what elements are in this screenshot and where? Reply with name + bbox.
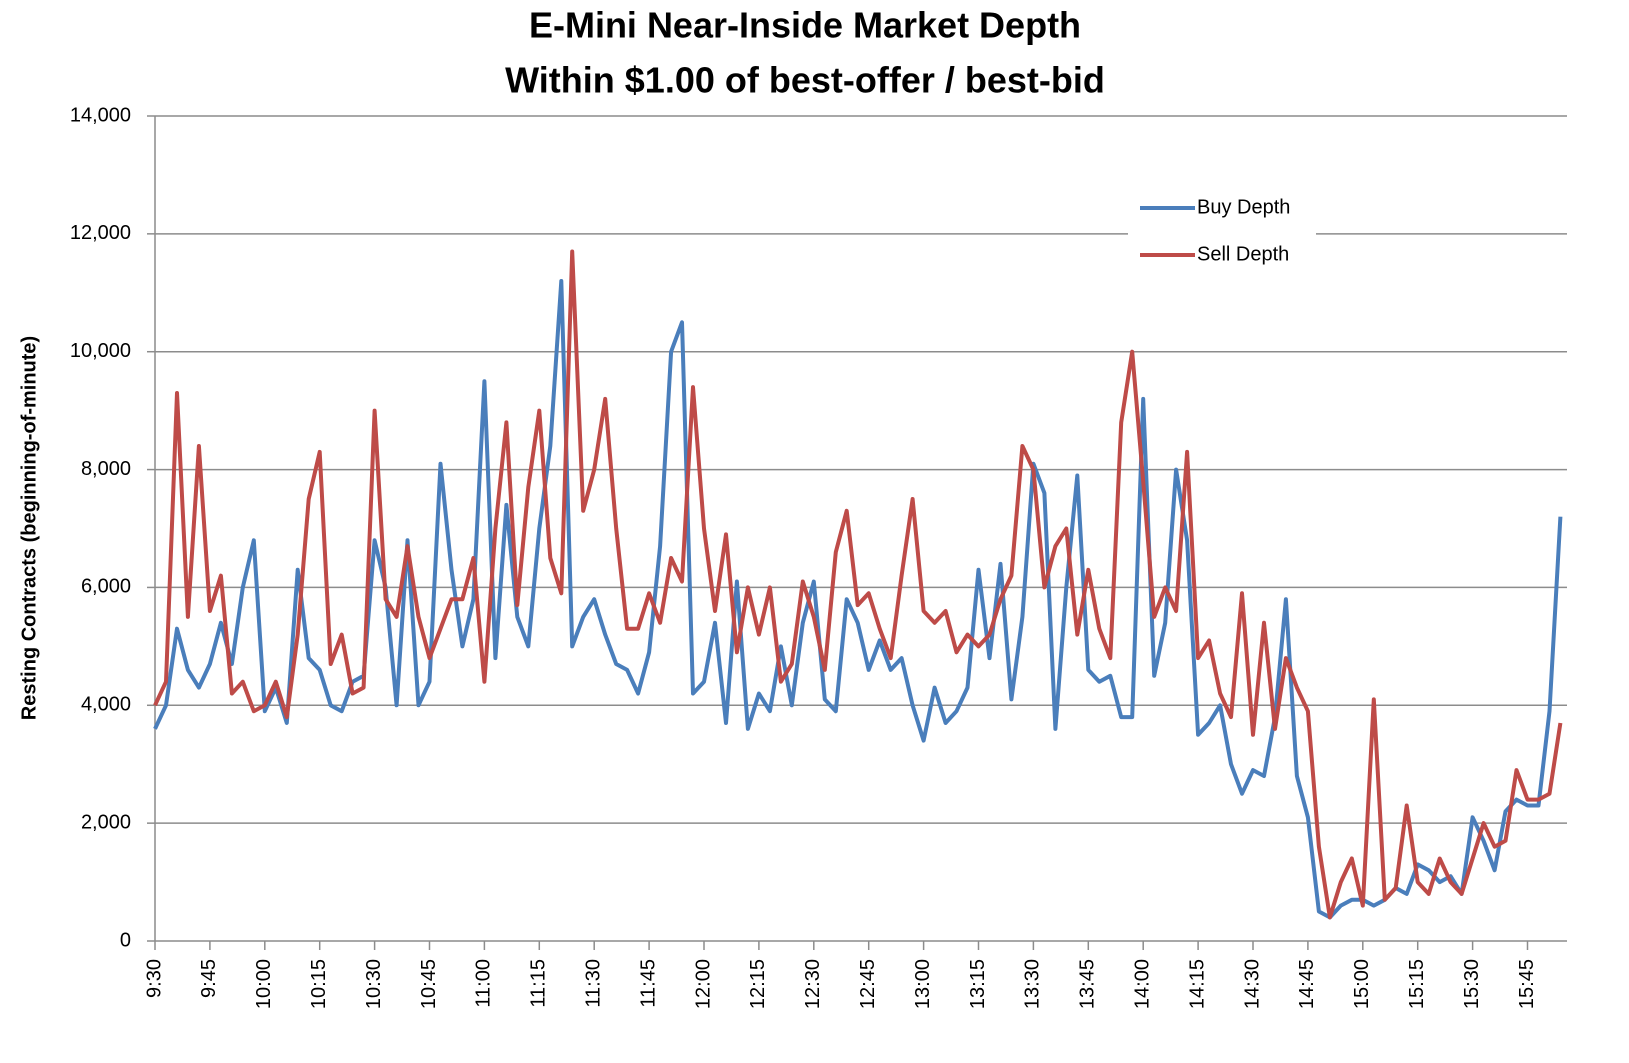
x-tick-label: 15:15 (1406, 959, 1428, 1009)
x-tick-label: 11:45 (637, 959, 659, 1008)
y-tick-label: 0 (120, 929, 131, 951)
x-tick-label: 15:00 (1351, 959, 1373, 1009)
x-tick-label: 15:45 (1516, 959, 1538, 1009)
x-tick-label: 13:30 (1022, 959, 1044, 1009)
x-tick-label: 12:00 (692, 959, 714, 1009)
x-tick-label: 14:15 (1186, 959, 1208, 1009)
x-tick-label: 14:30 (1241, 959, 1263, 1009)
x-tick-label: 10:00 (253, 959, 275, 1009)
x-tick-label: 12:45 (857, 959, 879, 1009)
x-tick-label: 9:45 (198, 959, 220, 998)
x-tick-label: 11:00 (473, 959, 495, 1008)
y-tick-label: 12,000 (70, 222, 131, 244)
x-tick-label: 11:30 (582, 959, 604, 1008)
x-tick-label: 14:00 (1131, 959, 1153, 1009)
x-tick-label: 13:45 (1077, 959, 1099, 1009)
x-tick-label: 12:15 (747, 959, 769, 1009)
x-tick-label: 10:45 (418, 959, 440, 1009)
x-tick-label: 12:30 (802, 959, 824, 1009)
y-tick-label: 8,000 (81, 458, 131, 480)
x-tick-label: 11:15 (528, 959, 550, 1008)
x-tick-label: 10:15 (308, 959, 330, 1009)
x-tick-label: 13:00 (912, 959, 934, 1009)
y-tick-label: 4,000 (81, 694, 131, 716)
chart-title: E-Mini Near-Inside Market Depth (529, 5, 1081, 46)
legend-box (1128, 190, 1316, 276)
series-line (153, 279, 1563, 920)
legend-label: Buy Depth (1197, 196, 1290, 218)
x-tick-label: 14:45 (1296, 959, 1318, 1009)
chart-subtitle: Within $1.00 of best-offer / best-bid (505, 60, 1105, 101)
y-tick-label: 6,000 (81, 576, 131, 598)
y-tick-label: 14,000 (70, 104, 131, 126)
series-line (153, 249, 1563, 920)
x-tick-label: 9:30 (143, 959, 165, 998)
y-axis-label: Resting Contracts (beginning-of-minute) (18, 336, 40, 720)
x-tick-label: 13:15 (967, 959, 989, 1009)
x-tick-label: 15:30 (1461, 959, 1483, 1009)
y-tick-label: 2,000 (81, 811, 131, 833)
y-tick-label: 10,000 (70, 340, 131, 362)
x-tick-label: 10:30 (363, 959, 385, 1009)
legend-label: Sell Depth (1197, 243, 1289, 265)
